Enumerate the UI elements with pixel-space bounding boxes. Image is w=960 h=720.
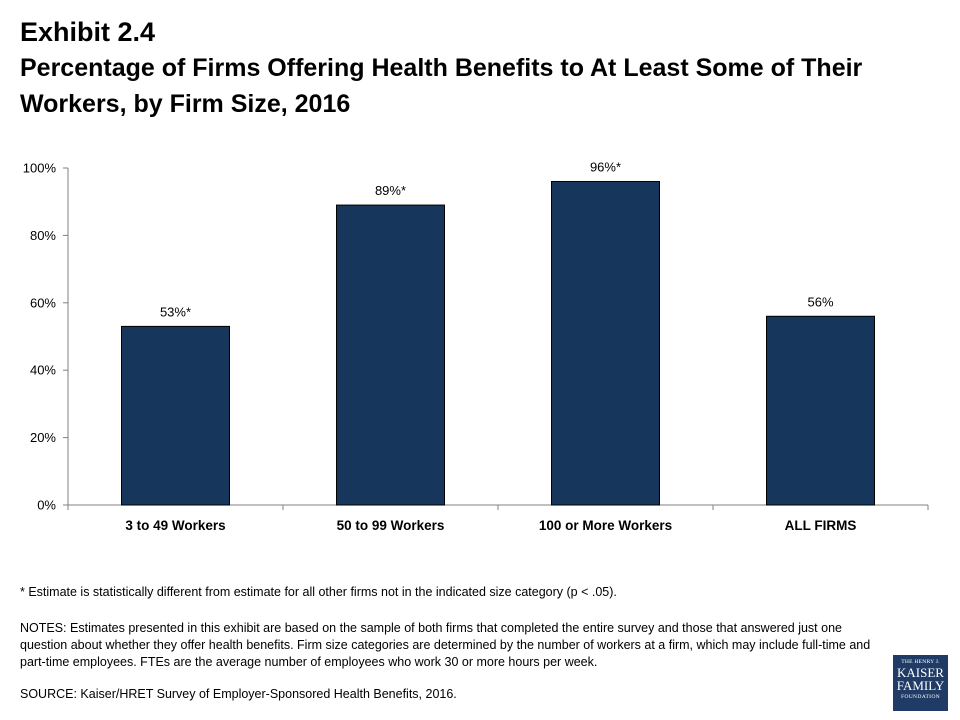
exhibit-number: Exhibit 2.4 — [20, 17, 156, 47]
footnote: * Estimate is statistically different fr… — [20, 585, 617, 599]
bar-chart: 0% 20% 40% 60% 80% 100% 53%* 3 to 49 Workers 89%… — [23, 159, 929, 533]
notes: NOTES: Estimates presented in this exhib… — [20, 621, 871, 669]
data-label: 53%* — [160, 304, 191, 319]
kff-logo: THE HENRY J. KAISER FAMILY FOUNDATION — [893, 655, 948, 711]
chart-title: Percentage of Firms Offering Health Bene… — [20, 54, 863, 118]
bar — [336, 204, 445, 506]
bar — [121, 325, 230, 506]
y-tick-label: 40% — [30, 363, 56, 378]
source: SOURCE: Kaiser/HRET Survey of Employer-S… — [20, 687, 457, 701]
bar — [766, 315, 875, 506]
category-label: 50 to 99 Workers — [337, 518, 445, 533]
y-tick-label: 20% — [30, 430, 56, 445]
y-tick-label: 100% — [23, 161, 57, 176]
y-tick-label: 80% — [30, 228, 56, 243]
data-label: 96%* — [590, 159, 621, 174]
logo-line-3: FAMILY — [896, 678, 945, 693]
data-label: 89%* — [375, 183, 406, 198]
category-label: 100 or More Workers — [539, 518, 672, 533]
logo-line-4: FOUNDATION — [900, 694, 941, 700]
y-tick-label: 60% — [30, 295, 56, 310]
category-label: 3 to 49 Workers — [125, 518, 225, 533]
category-label: ALL FIRMS — [785, 518, 857, 533]
logo-line-1: THE HENRY J. — [901, 659, 940, 665]
logo-line-2: KAISER — [897, 665, 944, 680]
data-label: 56% — [807, 294, 833, 309]
y-tick-label: 0% — [37, 498, 56, 513]
bar — [551, 180, 660, 506]
title-block: Exhibit 2.4 Percentage of Firms Offering… — [20, 14, 920, 122]
